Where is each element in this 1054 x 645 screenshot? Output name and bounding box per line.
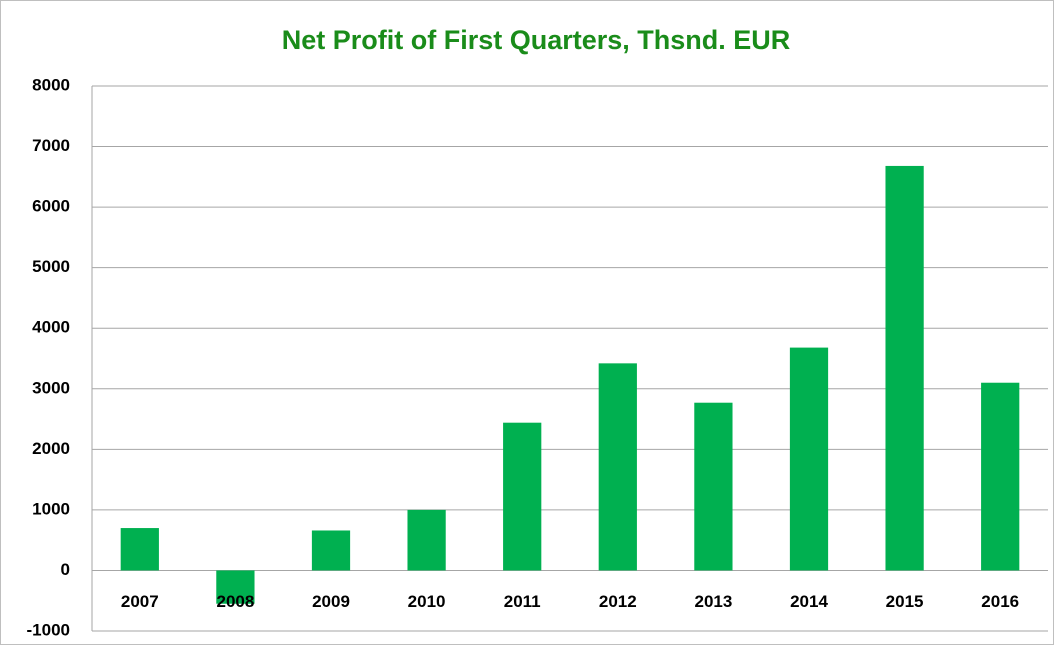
y-tick-label: 2000 <box>32 439 70 458</box>
x-tick-label: 2009 <box>312 592 350 611</box>
x-tick-label: 2010 <box>408 592 446 611</box>
bar <box>311 530 351 571</box>
bar <box>789 347 829 571</box>
bar <box>120 528 159 571</box>
x-tick-label: 2013 <box>694 592 732 611</box>
bar <box>216 570 255 604</box>
y-tick-label: 3000 <box>32 378 70 397</box>
bar <box>885 165 924 571</box>
x-tick-label: 2007 <box>121 592 159 611</box>
x-tick-label: 2015 <box>886 592 924 611</box>
x-tick-label: 2016 <box>981 592 1019 611</box>
bar <box>694 402 733 571</box>
y-tick-label: 5000 <box>32 257 70 276</box>
y-tick-label: 8000 <box>32 75 70 94</box>
y-tick-label: 6000 <box>32 197 70 216</box>
x-tick-label: 2012 <box>599 592 637 611</box>
bar <box>981 382 1020 571</box>
x-tick-label: 2008 <box>216 592 254 611</box>
y-tick-label: 1000 <box>32 499 70 518</box>
chart-title: Net Profit of First Quarters, Thsnd. EUR <box>282 25 791 55</box>
y-tick-label: 7000 <box>32 136 70 155</box>
bar <box>407 509 446 571</box>
y-tick-label: 4000 <box>32 318 70 337</box>
bar <box>598 363 637 571</box>
bar <box>503 422 542 571</box>
y-tick-label: 0 <box>61 560 70 579</box>
x-tick-label: 2011 <box>504 592 541 611</box>
y-tick-label: -1000 <box>27 620 70 639</box>
x-tick-label: 2014 <box>790 592 828 611</box>
